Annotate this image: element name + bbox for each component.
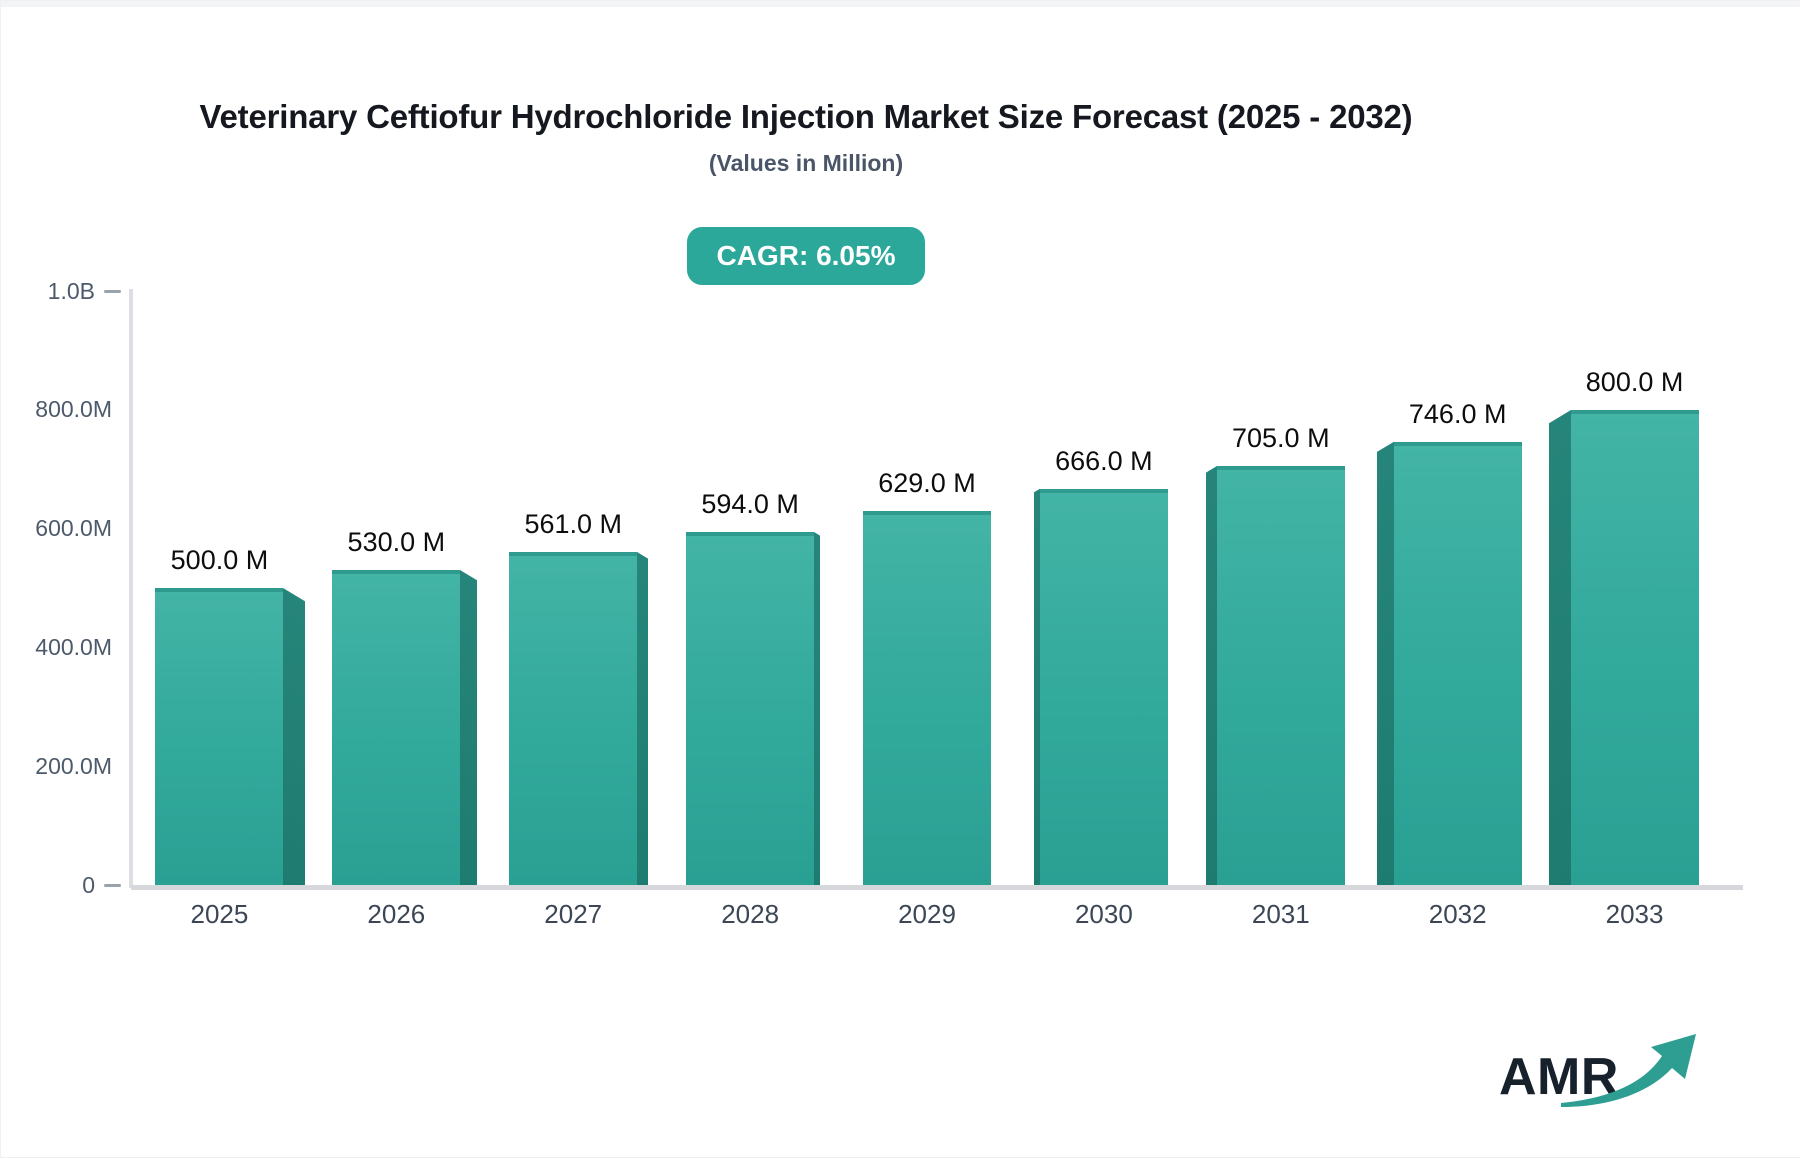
bar-value-label: 530.0 M (347, 527, 446, 558)
bar-slot: 705.0 M (1192, 291, 1369, 885)
y-tick-label: 200.0M (35, 752, 112, 779)
y-axis: 1.0B 800.0M 600.0M 400.0M 200.0M 0 (1, 278, 121, 898)
bar-value-label: 800.0 M (1585, 366, 1684, 397)
x-axis-label: 2032 (1428, 899, 1487, 929)
y-tick-label: 600.0M (35, 515, 112, 542)
bar-front-face (155, 588, 284, 885)
y-tick-label: 800.0M (35, 396, 112, 423)
bar-slot: 629.0 M (839, 291, 1016, 885)
amr-logo: AMR (1499, 1034, 1709, 1113)
bar-front-face (509, 551, 638, 885)
y-tick: 200.0M (35, 751, 121, 781)
bar (686, 532, 820, 885)
bar-side-face (460, 570, 477, 885)
x-axis-label: 2025 (190, 899, 249, 929)
bar-slot: 594.0 M (662, 291, 839, 885)
bar-front-face (686, 532, 815, 885)
bar (332, 570, 477, 885)
bar-slot: 746.0 M (1369, 291, 1546, 885)
x-axis-line (131, 885, 1743, 890)
chart-title: Veterinary Ceftiofur Hydrochloride Injec… (199, 98, 1413, 135)
bar (509, 551, 649, 885)
bar-value-label: 500.0 M (170, 545, 269, 575)
x-axis-label: 2029 (898, 899, 956, 929)
bar-front-face (1216, 466, 1345, 885)
x-axis-labels: 2025 2026 2027 2028 2029 2030 2031 2032 2033 (131, 899, 1723, 930)
bar-front-face (332, 570, 461, 885)
bar (1377, 441, 1522, 885)
bars-container: 500.0 M 530.0 M 561.0 M 594.0 M 629.0 M 666.0… (131, 291, 1723, 885)
bar-slot: 800.0 M (1546, 291, 1723, 885)
bar (1034, 489, 1168, 885)
bar-value-label: 594.0 M (701, 489, 799, 520)
y-tick-label: 0 (82, 871, 95, 898)
bar-slot: 500.0 M (131, 291, 308, 885)
y-tick-label: 400.0M (35, 633, 112, 660)
y-tick: 400.0M (35, 632, 121, 662)
growth-arrow-icon (1561, 1034, 1696, 1107)
x-axis-label: 2026 (367, 899, 426, 929)
amr-logo-text: AMR (1499, 1048, 1619, 1106)
bar (863, 511, 991, 885)
bar-side-face (1377, 441, 1394, 885)
top-divider (1, 1, 1800, 7)
bar-slot: 561.0 M (485, 291, 662, 885)
bar-side-face (1548, 409, 1571, 885)
bar-slot: 530.0 M (308, 291, 485, 885)
bar-front-face (1039, 489, 1168, 885)
bar-side-face (283, 588, 306, 885)
bar-value-label: 705.0 M (1232, 423, 1330, 454)
y-tick-mark (104, 883, 121, 887)
chart-subtitle: (Values in Million) (708, 150, 904, 176)
x-axis-label: 2031 (1251, 899, 1310, 929)
bar (1548, 409, 1699, 885)
bar-slot: 666.0 M (1015, 291, 1192, 885)
y-tick: 1.0B (48, 276, 121, 306)
x-axis-label: 2030 (1074, 899, 1133, 929)
x-axis-label: 2028 (721, 899, 780, 929)
bar-side-face (637, 551, 649, 885)
bar-value-label: 629.0 M (878, 468, 976, 499)
cagr-badge: CAGR: 6.05% (686, 227, 926, 285)
bar (1205, 466, 1345, 885)
y-tick-label: 1.0B (47, 277, 95, 304)
bar-side-face (814, 532, 820, 885)
bar-side-face (1205, 466, 1217, 885)
x-axis-label: 2033 (1605, 899, 1664, 929)
cagr-badge-wrap: CAGR: 6.05% (1, 227, 1611, 285)
plot-area: 500.0 M 530.0 M 561.0 M 594.0 M 629.0 M 666.0… (131, 291, 1723, 885)
bar-front-face (863, 511, 991, 885)
bar (155, 588, 306, 885)
y-tick: 600.0M (35, 514, 121, 544)
bar-value-label: 666.0 M (1055, 446, 1153, 477)
y-tick: 800.0M (35, 395, 121, 425)
bar-front-face (1393, 441, 1522, 885)
bar-value-label: 561.0 M (524, 508, 622, 539)
x-axis-label: 2027 (544, 899, 603, 929)
y-axis-line (129, 289, 133, 888)
bar-front-face (1570, 409, 1699, 885)
y-tick-mark (104, 289, 121, 293)
bar-value-label: 746.0 M (1408, 398, 1507, 429)
y-tick: 0 (82, 870, 121, 900)
